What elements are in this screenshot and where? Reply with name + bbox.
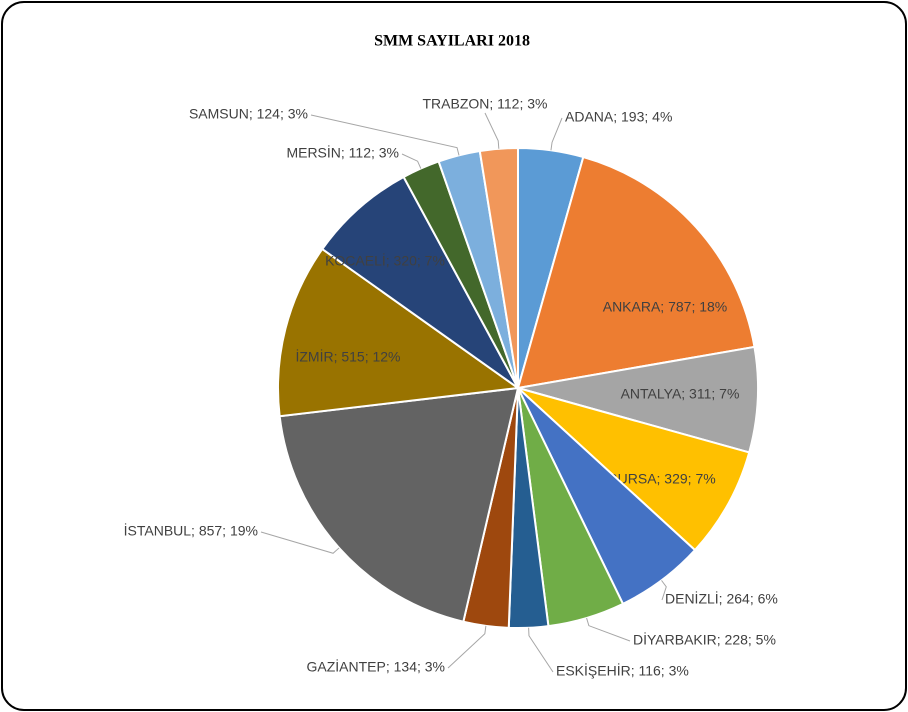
leader-line xyxy=(550,117,563,151)
leader-line xyxy=(528,627,554,673)
data-label: SAMSUN; 124; 3% xyxy=(189,106,308,122)
pie-slice xyxy=(517,345,759,454)
data-label: TRABZON; 112; 3% xyxy=(422,96,547,112)
leader-line xyxy=(401,153,422,169)
leader-line xyxy=(586,617,631,642)
data-label: BURSA; 329; 7% xyxy=(608,471,715,487)
pie-slice xyxy=(516,155,756,390)
data-label: ADANA; 193; 4% xyxy=(565,109,672,125)
leader-line xyxy=(260,531,340,554)
data-label: İZMİR; 515; 12% xyxy=(295,348,400,365)
data-label: İSTANBUL; 857; 19% xyxy=(124,522,258,539)
pie-slice xyxy=(517,387,751,552)
chart-title: SMM SAYILARI 2018 xyxy=(374,33,530,50)
leader-line xyxy=(447,625,487,669)
data-label: MERSİN; 112; 3% xyxy=(286,144,399,161)
pie-slice xyxy=(278,386,520,623)
data-label: DENİZLİ; 264; 6% xyxy=(665,590,778,607)
data-label: DİYARBAKIR; 228; 5% xyxy=(633,631,776,648)
data-label: ANKARA; 787; 18% xyxy=(603,299,728,315)
leader-line xyxy=(661,580,667,601)
leader-line xyxy=(310,114,460,156)
leader-line xyxy=(484,112,500,149)
data-label: ESKİŞEHİR; 116; 3% xyxy=(556,662,689,679)
pie-slice xyxy=(320,175,519,389)
data-label: ANTALYA; 311; 7% xyxy=(621,386,740,402)
data-label: GAZİANTEP; 134; 3% xyxy=(307,658,446,675)
data-label: KOCAELİ; 320; 7% xyxy=(325,252,445,269)
pie-slice xyxy=(277,247,521,418)
